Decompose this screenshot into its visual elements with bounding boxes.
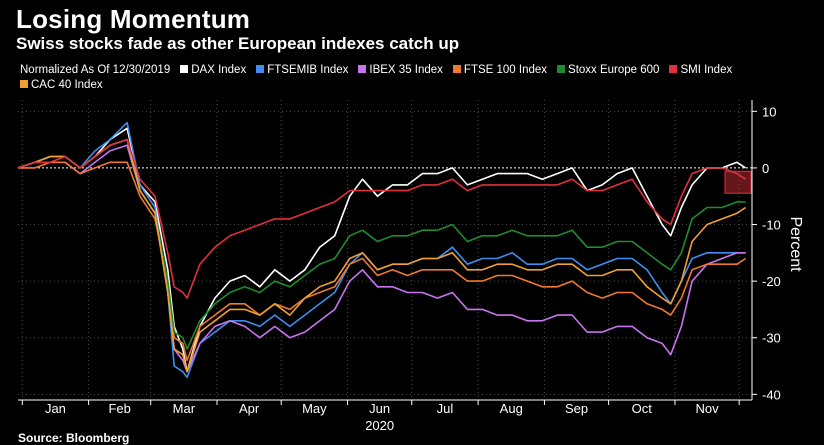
legend-item: DAX Index <box>180 63 246 78</box>
legend-swatch <box>180 65 189 73</box>
y-tick-label: 0 <box>762 161 769 176</box>
chart-title: Losing Momentum <box>16 4 251 34</box>
y-axis-label: Percent <box>787 216 804 272</box>
legend-swatch <box>557 65 566 73</box>
x-tick-label: Oct <box>632 401 653 416</box>
legend-item: FTSE 100 Index <box>452 63 548 78</box>
chart-legend: Normalized As Of 12/30/2019 DAX Index FTSE… <box>20 63 780 93</box>
legend-swatch <box>358 65 367 73</box>
y-tick-label: -10 <box>762 218 781 233</box>
series-line-cac-40-index <box>17 138 747 373</box>
legend-prefix: Normalized As Of 12/30/2019 <box>20 64 171 76</box>
source-note: Source: Bloomberg <box>18 431 130 445</box>
series-line-smi-index <box>17 138 747 299</box>
legend-label: FTSE 100 Index <box>463 64 548 76</box>
y-tick-label: -30 <box>762 331 781 346</box>
legend-label: SMI Index <box>680 64 733 76</box>
smi-highlight-box <box>724 170 752 194</box>
legend-swatch <box>256 65 265 73</box>
chart-subtitle: Swiss stocks fade as other European inde… <box>16 34 460 53</box>
axes: 10 0 -10 -20 -30 -40 Jan Feb Mar Apr May Jun Jul Aug S… <box>18 100 804 433</box>
legend-label: Stoxx Europe 600 <box>568 64 660 76</box>
x-tick-label: Jun <box>369 401 390 416</box>
series-line-ftsemib-index <box>17 121 746 379</box>
x-tick-label: Jan <box>45 401 66 416</box>
series-line-dax-index <box>17 127 747 373</box>
x-tick-label: Sep <box>565 401 588 416</box>
legend-label: IBEX 35 Index <box>369 64 443 76</box>
series-line-ftse-100-index <box>18 161 747 362</box>
series-line-ibex-35-index <box>17 144 746 373</box>
x-tick-label: May <box>302 401 327 416</box>
y-tick-label: -20 <box>762 274 781 289</box>
legend-label: FTSEMIB Index <box>267 64 349 76</box>
legend-label: CAC 40 Index <box>31 79 103 91</box>
legend-swatch <box>452 65 461 73</box>
legend-item: Stoxx Europe 600 <box>557 63 659 78</box>
series-line-stoxx-europe-600 <box>17 138 746 350</box>
legend-swatch <box>669 65 678 73</box>
legend-item: IBEX 35 Index <box>358 63 443 78</box>
legend-item: FTSEMIB Index <box>256 63 348 78</box>
x-tick-label: Feb <box>108 401 130 416</box>
x-tick-label: Jul <box>437 401 454 416</box>
legend-label: DAX Index <box>191 64 247 76</box>
x-tick-label: Mar <box>173 401 196 416</box>
series-layer <box>17 121 752 379</box>
x-tick-label: Apr <box>239 401 260 416</box>
x-tick-label: Aug <box>500 401 523 416</box>
y-tick-label: -40 <box>762 387 781 402</box>
y-tick-label: 10 <box>762 104 776 119</box>
legend-item: SMI Index <box>669 63 732 78</box>
legend-swatch <box>20 80 28 88</box>
x-axis-label: 2020 <box>365 418 394 433</box>
x-tick-label: Nov <box>695 401 719 416</box>
legend-item: CAC 40 Index <box>20 78 103 93</box>
